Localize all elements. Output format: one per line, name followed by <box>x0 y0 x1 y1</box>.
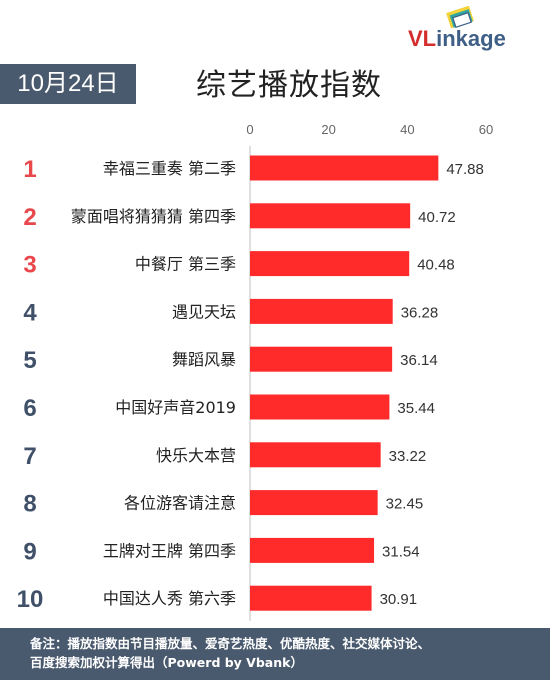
x-tick-label-40: 40 <box>400 122 414 137</box>
rank-label: 10 <box>17 586 44 613</box>
category-label: 中餐厅 第三季 <box>135 255 236 274</box>
footer-line-2: 百度搜索加权计算得出（Powerd by Vbank） <box>30 655 303 670</box>
value-label: 47.88 <box>446 161 484 178</box>
category-label: 王牌对王牌 第四季 <box>103 541 236 560</box>
rank-label: 3 <box>23 252 36 279</box>
bar-chart: 0 20 40 60 1 幸福三重奏 第二季 47.88 2 蒙面唱将猜猜猜 第四季 40.72… <box>17 122 493 621</box>
bar <box>250 442 381 468</box>
rank-label: 1 <box>23 156 36 183</box>
category-label: 各位游客请注意 <box>124 494 236 513</box>
rank-label: 5 <box>23 347 36 374</box>
bar <box>250 346 393 372</box>
bar <box>250 490 378 516</box>
logo-text: VLinkage <box>408 26 506 51</box>
vlinkage-logo: VLinkage <box>404 6 544 56</box>
bar <box>250 155 439 181</box>
value-label: 36.28 <box>401 304 439 321</box>
category-label: 舞蹈风暴 <box>172 350 236 369</box>
value-label: 40.72 <box>418 209 456 226</box>
rank-label: 6 <box>23 395 36 422</box>
category-label: 遇见天坛 <box>172 302 236 321</box>
date-badge: 10月24日 <box>0 64 136 104</box>
rank-label: 7 <box>23 443 36 470</box>
category-label: 蒙面唱将猜猜猜 第四季 <box>71 207 236 226</box>
value-label: 40.48 <box>417 257 455 274</box>
x-tick-label-60: 60 <box>479 122 493 137</box>
value-label: 30.91 <box>380 591 418 608</box>
footer-note: 备注：播放指数由节目播放量、爱奇艺热度、优酷热度、社交媒体讨论、 百度搜索加权计… <box>0 628 550 680</box>
bar <box>250 203 411 229</box>
footer-line-1: 备注：播放指数由节目播放量、爱奇艺热度、优酷热度、社交媒体讨论、 <box>30 636 431 651</box>
x-tick-label-0: 0 <box>246 122 253 137</box>
bar <box>250 537 375 563</box>
logo-mark-icon <box>446 6 474 29</box>
value-label: 32.45 <box>386 496 424 513</box>
value-label: 33.22 <box>389 448 427 465</box>
rank-label: 4 <box>23 299 37 326</box>
value-label: 31.54 <box>382 543 420 560</box>
category-label: 中国好声音2019 <box>115 398 236 417</box>
rank-label: 8 <box>23 491 36 518</box>
bars: 1 幸福三重奏 第二季 47.88 2 蒙面唱将猜猜猜 第四季 40.72 3 中餐厅 第三季… <box>17 155 484 613</box>
category-label: 中国达人秀 第六季 <box>103 589 236 608</box>
rank-label: 9 <box>23 538 36 565</box>
category-label: 快乐大本营 <box>156 446 236 465</box>
value-label: 36.14 <box>400 352 438 369</box>
bar <box>250 394 390 420</box>
category-label: 幸福三重奏 第二季 <box>103 159 236 178</box>
bar <box>250 298 393 324</box>
bar <box>250 585 372 611</box>
rank-label: 2 <box>23 204 36 231</box>
chart-title: 综艺播放指数 <box>196 68 382 103</box>
value-label: 35.44 <box>397 400 435 417</box>
bar <box>250 251 410 277</box>
x-tick-label-20: 20 <box>321 122 335 137</box>
